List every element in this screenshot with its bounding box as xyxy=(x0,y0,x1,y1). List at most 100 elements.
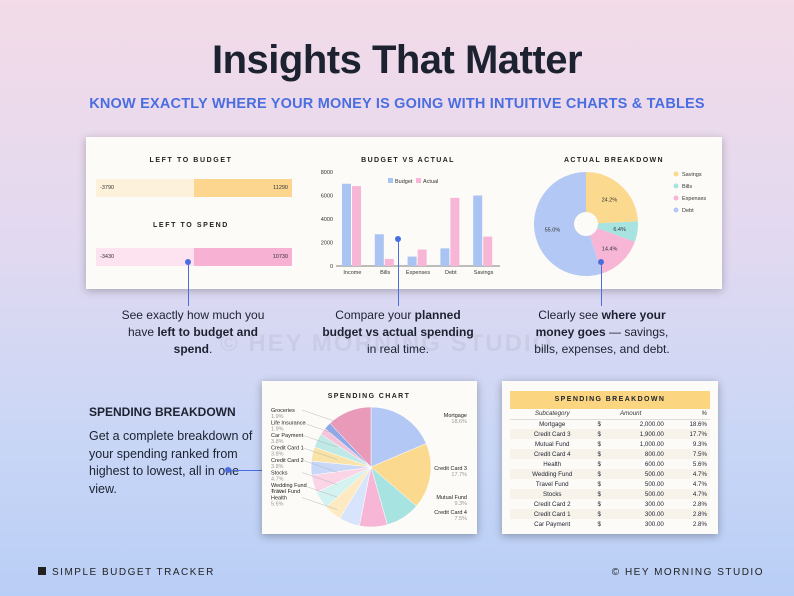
leader-line xyxy=(301,459,338,473)
slice-label: 4.7% xyxy=(271,489,284,495)
chart-title: ACTUAL BREAKDOWN xyxy=(564,157,664,164)
chart-title: BUDGET VS ACTUAL xyxy=(361,157,455,164)
slice-label: 5.6% xyxy=(271,502,284,508)
spending-breakdown-body: Get a complete breakdown of your spendin… xyxy=(89,429,253,496)
table-cell: 2,000.00 xyxy=(639,420,664,428)
table-cell: Mutual Fund xyxy=(535,440,570,448)
slice-name: Credit Card 4 xyxy=(434,510,467,516)
connector-dot xyxy=(598,259,604,265)
slice-label: 17.7% xyxy=(451,472,467,478)
table-cell: 18.6% xyxy=(689,420,707,428)
table-row: Wedding Fund $500.00 4.7% xyxy=(510,469,710,479)
legend-label: Savings xyxy=(682,172,702,178)
slice-name: Car Payment xyxy=(271,433,304,439)
footer-brand: SIMPLE BUDGET TRACKER xyxy=(52,567,215,578)
legend-label: Budget xyxy=(395,179,413,185)
slice-label: 18.6% xyxy=(451,419,467,425)
connector-dot xyxy=(225,467,231,473)
leader-line xyxy=(301,434,338,448)
slice-name: Travel Fund xyxy=(271,489,300,495)
table-cell: 4.7% xyxy=(692,490,707,498)
table-cell: 2.8% xyxy=(692,510,707,518)
watermark: © HEY MORNING STUDIO xyxy=(220,330,554,357)
leader-line xyxy=(301,497,338,510)
slice-name: Mortgage xyxy=(444,413,467,419)
left-to-budget-fill xyxy=(194,179,292,197)
table-cell: Credit Card 2 xyxy=(533,500,571,508)
slice-label: 9.3% xyxy=(454,501,467,507)
chart-title: SPENDING CHART xyxy=(328,393,411,400)
table-row: Stocks $500.00 4.7% xyxy=(510,489,710,499)
slice-label: 55.0% xyxy=(545,227,561,233)
spending-table-card: SPENDING BREAKDOWN Subcategory Amount % … xyxy=(502,381,718,534)
table-cell: $ xyxy=(597,510,601,518)
legend-swatch xyxy=(673,183,679,189)
slice-name: Mutual Fund xyxy=(436,495,467,501)
connector-dot xyxy=(395,236,401,242)
table-header: Subcategory xyxy=(534,410,570,418)
left-to-budget-bar: -3790 11290 xyxy=(96,179,292,197)
table-cell: $ xyxy=(597,460,601,468)
table-row: Mortgage $2,000.00 18.6% xyxy=(510,419,710,429)
legend-swatch xyxy=(673,171,679,177)
table-cell: Health xyxy=(543,460,562,468)
table-title: SPENDING BREAKDOWN xyxy=(510,391,710,409)
leader-line xyxy=(301,422,338,435)
left-to-budget-title: LEFT TO BUDGET xyxy=(149,157,233,164)
x-tick-label: Income xyxy=(343,270,361,276)
table-cell: 1,000.00 xyxy=(639,440,664,448)
x-tick-label: Bills xyxy=(380,270,390,276)
budget-vs-actual-chart: BUDGET VS ACTUAL 0 2000 4000 6000 8000 Budget A… xyxy=(321,157,500,276)
table-cell: 2.8% xyxy=(692,500,707,508)
slice-label: 14.4% xyxy=(602,246,618,252)
table-row: Travel Fund $500.00 4.7% xyxy=(510,479,710,489)
left-to-spend-title: LEFT TO SPEND xyxy=(153,222,229,229)
table-cell: $ xyxy=(597,420,601,428)
pie-slice xyxy=(370,406,427,468)
x-tick-label: Debt xyxy=(445,270,457,276)
left-to-spend-value: -3430 xyxy=(100,254,115,260)
y-tick-label: 6000 xyxy=(321,194,333,200)
table-cell: 300.00 xyxy=(644,500,664,508)
legend-label: Bills xyxy=(682,184,692,190)
bar xyxy=(374,234,384,266)
square-icon xyxy=(38,567,46,575)
page-title: Insights That Matter xyxy=(211,38,583,82)
table-cell: $ xyxy=(597,480,601,488)
bar xyxy=(384,258,394,266)
insights-panel: LEFT TO BUDGET -3790 11290 LEFT TO SPEND… xyxy=(86,137,722,289)
page-subtitle: KNOW EXACTLY WHERE YOUR MONEY IS GOING W… xyxy=(89,96,705,112)
bar xyxy=(342,183,351,266)
y-tick-label: 0 xyxy=(330,264,333,270)
legend-label: Expenses xyxy=(682,196,706,202)
spending-breakdown-title: SPENDING BREAKDOWN xyxy=(89,405,236,419)
table-cell: $ xyxy=(597,490,601,498)
table-cell: 5.6% xyxy=(692,460,707,468)
table-cell: 800.00 xyxy=(644,450,664,458)
table-cell: $ xyxy=(597,450,601,458)
table-cell: $ xyxy=(597,520,601,528)
leader-line xyxy=(301,409,338,423)
legend-label: Actual xyxy=(423,179,438,185)
caption-budget-vs-actual: Compare your planned budget vs actual sp… xyxy=(322,308,474,356)
pie-slice xyxy=(329,406,372,468)
table-cell: Credit Card 1 xyxy=(533,510,571,518)
y-tick-label: 8000 xyxy=(321,170,333,176)
caption-left-to-budget: See exactly how much you have left to bu… xyxy=(121,308,265,356)
legend-swatch xyxy=(416,178,421,183)
bar xyxy=(440,248,450,266)
table-cell: Credit Card 4 xyxy=(533,450,571,458)
leader-line xyxy=(301,447,338,460)
connector-line xyxy=(188,262,189,306)
table-row: Mutual Fund $1,000.00 9.3% xyxy=(510,439,710,449)
slice-label: 3.8% xyxy=(271,452,284,458)
table-row: Credit Card 1 $300.00 2.8% xyxy=(510,509,710,519)
slice-label: 24.2% xyxy=(602,197,618,203)
bar xyxy=(450,197,460,266)
left-to-spend-bar: -3430 10730 xyxy=(96,248,292,266)
table-cell: $ xyxy=(597,500,601,508)
connector-line xyxy=(601,262,602,306)
table-cell: Wedding Fund xyxy=(532,470,573,478)
table-row: Car Payment $300.00 2.8% xyxy=(510,519,710,529)
